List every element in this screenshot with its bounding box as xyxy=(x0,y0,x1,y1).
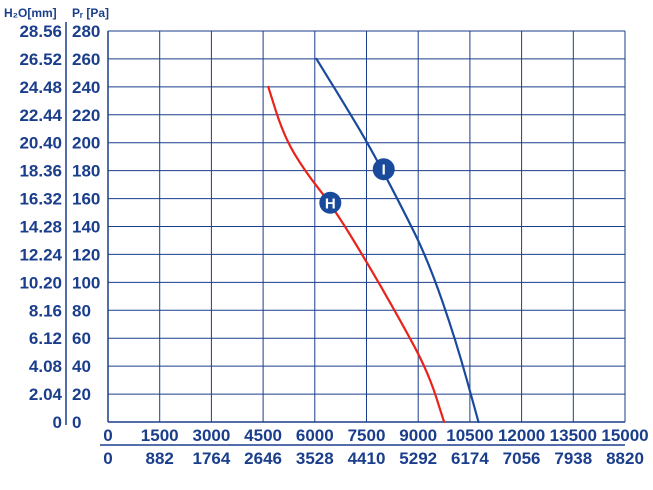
x-top-tick-label: 3000 xyxy=(192,426,230,445)
x-top-tick-label: 4500 xyxy=(244,426,282,445)
x-bottom-tick-label: 0 xyxy=(103,449,112,468)
y-mm-tick-label: 24.48 xyxy=(19,78,62,97)
y-mm-tick-label: 10.20 xyxy=(19,273,62,292)
y-mm-tick-label: 8.16 xyxy=(29,301,62,320)
series-badge-i xyxy=(372,158,395,181)
pa-axis-title: Pᵣ [Pa] xyxy=(72,6,109,20)
x-top-tick-label: 10500 xyxy=(446,426,493,445)
y-pa-tick-label: 80 xyxy=(72,301,91,320)
x-top-tick-label: 6000 xyxy=(296,426,334,445)
y-mm-tick-label: 16.32 xyxy=(19,190,62,209)
y-pa-tick-label: 100 xyxy=(72,273,100,292)
x-top-tick-label: 13500 xyxy=(550,426,597,445)
x-top-tick-label: 9000 xyxy=(399,426,437,445)
y-mm-tick-label: 14.28 xyxy=(19,218,62,237)
y-mm-tick-label: 26.52 xyxy=(19,50,62,69)
x-bottom-tick-label: 5292 xyxy=(399,449,437,468)
y-pa-tick-label: 240 xyxy=(72,78,100,97)
tick-labels: 28028.5626026.5224024.4822022.4420020.40… xyxy=(19,22,648,468)
x-top-tick-label: 15000 xyxy=(601,426,648,445)
y-mm-tick-label: 22.44 xyxy=(19,106,62,125)
y-mm-tick-label: 18.36 xyxy=(19,162,62,181)
series-badge-label: I xyxy=(382,162,386,179)
x-bottom-tick-label: 4410 xyxy=(348,449,386,468)
y-mm-tick-label: 12.24 xyxy=(19,245,62,264)
y-pa-tick-label: 220 xyxy=(72,106,100,125)
axes xyxy=(65,22,625,446)
curves: HI xyxy=(267,57,480,424)
y-pa-tick-label: 60 xyxy=(72,329,91,348)
y-pa-tick-label: 160 xyxy=(72,190,100,209)
y-pa-tick-label: 0 xyxy=(72,413,81,432)
y-pa-tick-label: 120 xyxy=(72,245,100,264)
series-badge-label: H xyxy=(325,195,336,212)
x-top-tick-label: 7500 xyxy=(348,426,386,445)
y-pa-tick-label: 20 xyxy=(72,385,91,404)
y-pa-tick-label: 200 xyxy=(72,134,100,153)
x-bottom-tick-label: 8820 xyxy=(606,449,644,468)
curve-i xyxy=(315,57,480,424)
x-bottom-tick-label: 7938 xyxy=(554,449,592,468)
grid xyxy=(108,30,626,422)
y-pa-tick-label: 140 xyxy=(72,218,100,237)
x-bottom-tick-label: 6174 xyxy=(451,449,489,468)
curve-h xyxy=(267,85,446,424)
series-badge-h xyxy=(319,191,342,214)
x-bottom-tick-label: 7056 xyxy=(503,449,541,468)
x-bottom-tick-label: 3528 xyxy=(296,449,334,468)
y-mm-tick-label: 28.56 xyxy=(19,22,62,41)
x-top-tick-label: 0 xyxy=(103,426,112,445)
y-pa-tick-label: 260 xyxy=(72,50,100,69)
y-pa-tick-label: 40 xyxy=(72,357,91,376)
x-bottom-tick-label: 1764 xyxy=(192,449,230,468)
x-bottom-tick-label: 882 xyxy=(146,449,174,468)
y-pa-tick-label: 280 xyxy=(72,22,100,41)
x-top-tick-label: 12000 xyxy=(498,426,545,445)
y-mm-tick-label: 6.12 xyxy=(29,329,62,348)
x-top-tick-label: 1500 xyxy=(141,426,179,445)
y-mm-tick-label: 2.04 xyxy=(29,385,63,404)
h2o-mm-axis-title: H₂O[mm] xyxy=(4,6,57,20)
y-mm-tick-label: 0 xyxy=(53,413,62,432)
y-mm-tick-label: 4.08 xyxy=(29,357,62,376)
y-mm-tick-label: 20.40 xyxy=(19,134,62,153)
x-bottom-tick-label: 2646 xyxy=(244,449,282,468)
y-pa-tick-label: 180 xyxy=(72,162,100,181)
